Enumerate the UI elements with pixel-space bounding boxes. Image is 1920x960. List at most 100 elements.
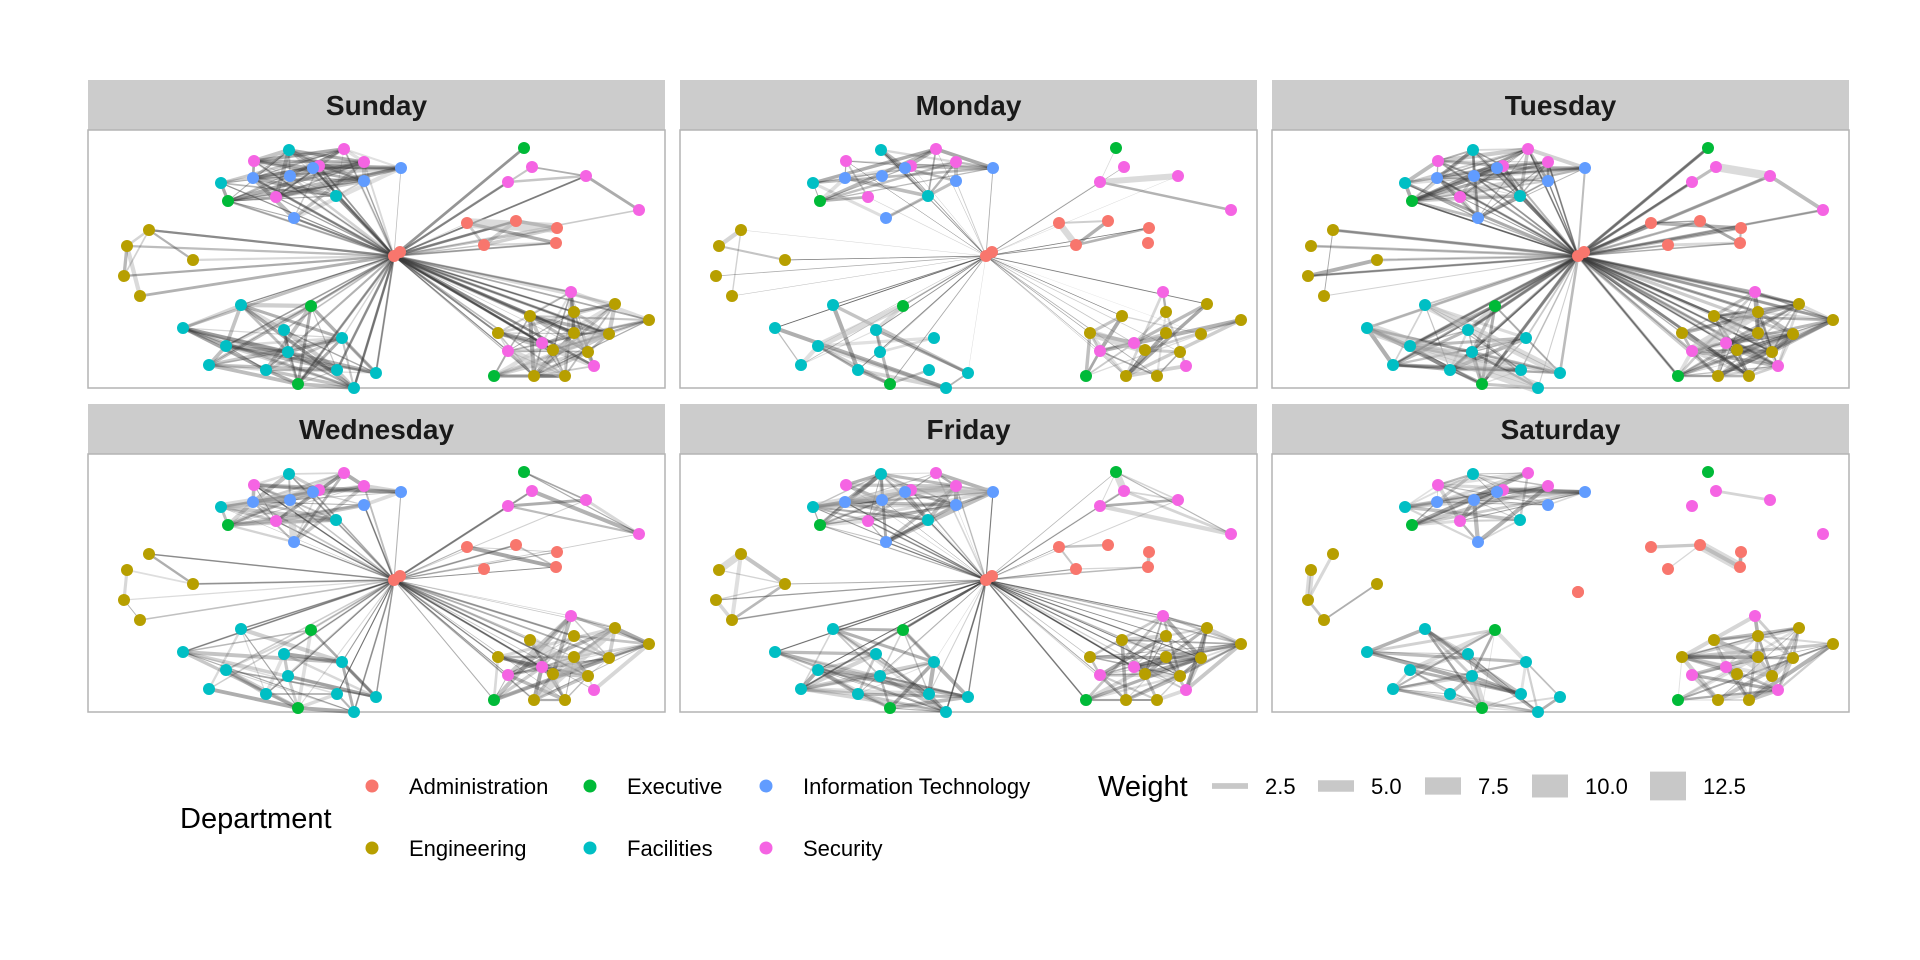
node-facilities (875, 144, 887, 156)
edge (819, 524, 887, 543)
edge (289, 491, 402, 501)
edge (985, 579, 1167, 658)
nodes (118, 466, 655, 718)
node-engineering (524, 634, 536, 646)
edge (985, 579, 1181, 677)
edge (393, 579, 610, 659)
edge (343, 148, 395, 257)
edge (832, 255, 987, 306)
edge (985, 244, 1077, 257)
edge (1436, 483, 1476, 502)
node-security (565, 286, 577, 298)
edge (1099, 627, 1208, 676)
node-information-technology (288, 536, 300, 548)
edge (181, 326, 290, 354)
edge (393, 255, 554, 351)
edge (1408, 652, 1470, 672)
edge (138, 254, 396, 298)
edge (1477, 148, 1529, 219)
edge (283, 255, 395, 331)
edge (1713, 639, 1750, 701)
node-engineering (609, 298, 621, 310)
node-engineering (134, 290, 146, 302)
edge (1133, 643, 1242, 668)
edge (336, 255, 395, 371)
edge (1753, 614, 1795, 660)
node-facilities (220, 340, 232, 352)
node-engineering (134, 614, 146, 626)
edge (1436, 483, 1462, 523)
edge (225, 669, 377, 698)
edge (1576, 208, 1825, 258)
edge (1365, 650, 1523, 696)
node-facilities (1467, 468, 1479, 480)
node-security (1686, 345, 1698, 357)
edge (1391, 660, 1528, 691)
edge (238, 626, 345, 665)
edge (297, 579, 395, 709)
edge (818, 160, 958, 203)
node-security (1686, 176, 1698, 188)
node-engineering (547, 668, 559, 680)
edge (225, 345, 267, 371)
node-engineering (187, 578, 199, 590)
node-information-technology (358, 499, 370, 511)
node-administration (1143, 222, 1155, 234)
edge (867, 520, 987, 581)
edge (1132, 310, 1168, 345)
node-information-technology (247, 496, 259, 508)
edge (226, 195, 278, 203)
node-administration (1694, 215, 1706, 227)
edge (985, 227, 1150, 257)
edge (985, 579, 1164, 617)
edge (1576, 180, 1694, 258)
edge (1679, 654, 1729, 670)
node-engineering (492, 327, 504, 339)
node-executive (292, 378, 304, 390)
edge (985, 579, 1164, 617)
edge (1084, 331, 1092, 378)
node-facilities (1514, 190, 1526, 202)
edge (1436, 177, 1579, 257)
edge (1366, 651, 1469, 655)
node-facilities (769, 646, 781, 658)
edge (1576, 254, 1751, 378)
node-security (1764, 494, 1776, 506)
edge (507, 635, 575, 676)
edge (1677, 365, 1779, 377)
edge (1124, 290, 1165, 378)
edge (1403, 159, 1440, 185)
edge (1144, 635, 1167, 675)
node-engineering (1708, 310, 1720, 322)
edge (1736, 319, 1834, 351)
legend-label: Engineering (409, 836, 526, 861)
edge (985, 255, 1123, 317)
node-security (1454, 515, 1466, 527)
edge (334, 194, 396, 258)
edge (927, 148, 937, 197)
edge (773, 650, 878, 656)
edge (843, 500, 958, 507)
facet-wednesday: Wednesday (87, 404, 666, 718)
edge (293, 489, 320, 543)
edge (506, 174, 588, 184)
edge (1735, 332, 1795, 352)
edge (1423, 627, 1470, 656)
edge (506, 626, 617, 677)
edge (1492, 627, 1529, 665)
edge (497, 332, 610, 335)
node-facilities (348, 706, 360, 718)
legend-key-dot (583, 841, 597, 855)
edge (123, 579, 395, 601)
edge (985, 579, 1208, 629)
edge (774, 327, 802, 366)
edge (1089, 643, 1242, 658)
edge (123, 229, 150, 277)
edge (1680, 642, 1835, 659)
edge (1084, 674, 1182, 702)
edge (1366, 651, 1473, 677)
edge (392, 254, 532, 318)
edge (293, 217, 395, 257)
edge (715, 255, 987, 277)
nodes (1302, 466, 1839, 718)
